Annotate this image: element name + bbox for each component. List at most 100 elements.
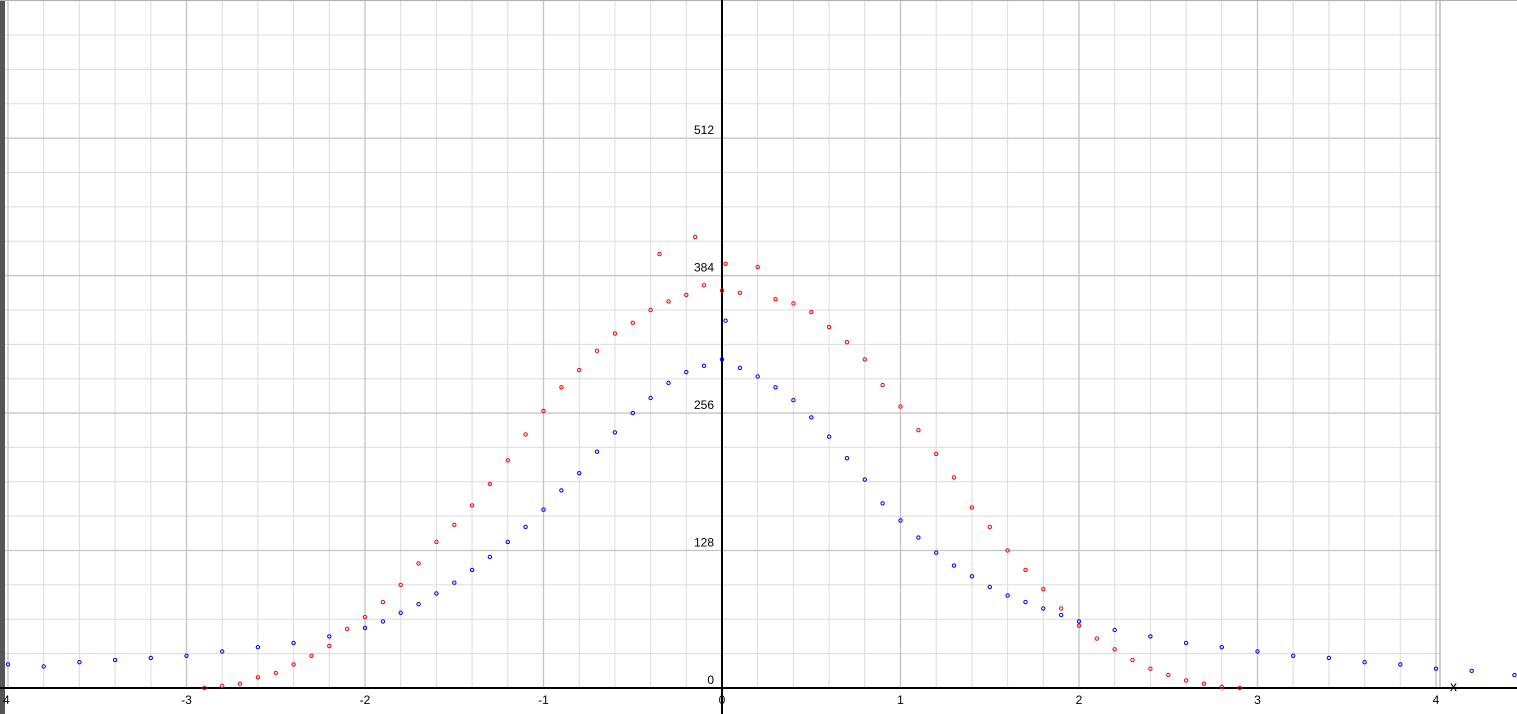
left-edge-bar	[0, 0, 5, 714]
x-axis-label: x	[1450, 678, 1457, 694]
data-point	[1076, 623, 1082, 628]
data-point	[684, 370, 689, 375]
data-point	[487, 554, 493, 560]
data-point	[880, 501, 885, 506]
data-point	[1469, 668, 1474, 673]
data-point	[844, 340, 850, 345]
data-point	[969, 574, 975, 579]
data-point	[755, 374, 760, 379]
x-tick-label: 2	[1076, 693, 1083, 707]
data-point	[148, 655, 154, 661]
data-point	[541, 408, 546, 414]
data-point	[987, 524, 992, 530]
data-point	[1041, 587, 1046, 592]
data-point	[1023, 567, 1028, 573]
data-point	[594, 348, 600, 353]
data-point	[434, 591, 439, 596]
data-point	[791, 301, 796, 306]
data-point	[701, 363, 707, 368]
data-point	[701, 283, 707, 288]
data-point	[1201, 681, 1207, 686]
data-point	[1183, 678, 1189, 683]
data-point	[1112, 647, 1117, 652]
data-point	[398, 610, 403, 615]
data-point	[862, 477, 867, 482]
data-point	[380, 599, 386, 605]
data-point	[1362, 660, 1367, 665]
data-point	[723, 318, 728, 323]
data-point	[612, 331, 618, 336]
data-point	[469, 567, 475, 573]
data-point	[1255, 649, 1260, 654]
y-tick-label: 512	[694, 123, 714, 137]
data-point	[541, 507, 546, 512]
data-point	[344, 626, 350, 632]
data-point	[826, 324, 832, 330]
data-point	[844, 456, 850, 461]
data-point	[1183, 640, 1189, 646]
y-tick-label: 384	[694, 261, 714, 275]
data-point	[1398, 662, 1403, 667]
data-point	[577, 471, 582, 476]
data-point	[434, 539, 439, 545]
data-point	[255, 675, 261, 680]
data-point	[559, 385, 564, 390]
data-point	[1130, 657, 1135, 663]
x-tick-label: -2	[360, 693, 371, 707]
tick-labels: 4 -3 -2 -1 0 1 2 3 4 0 128 256 384 512 x	[3, 123, 1457, 707]
x-tick-label: 0	[719, 693, 726, 707]
data-series	[5, 234, 1517, 691]
data-point	[1041, 606, 1046, 611]
data-point	[809, 415, 814, 420]
data-point	[719, 357, 725, 362]
data-point	[951, 475, 957, 480]
data-point	[327, 643, 332, 649]
data-point	[594, 449, 600, 454]
data-point	[309, 653, 314, 658]
data-point	[719, 288, 725, 293]
data-point	[220, 649, 225, 654]
x-tick-label: -3	[181, 693, 192, 707]
data-point	[1005, 593, 1010, 598]
data-point	[487, 481, 493, 487]
data-point	[773, 297, 778, 302]
data-point	[1148, 666, 1153, 671]
data-point	[1005, 548, 1010, 553]
data-point	[505, 458, 510, 463]
data-point	[416, 561, 421, 566]
data-point	[291, 662, 296, 667]
data-point	[220, 683, 225, 689]
data-point	[1291, 653, 1296, 658]
data-point	[291, 640, 296, 646]
data-point	[737, 365, 743, 371]
y-tick-label: 256	[694, 398, 714, 412]
data-point	[327, 634, 332, 639]
data-point	[987, 584, 992, 590]
data-point	[1166, 672, 1171, 678]
data-point	[1023, 599, 1028, 605]
data-point	[898, 518, 903, 523]
data-point	[469, 503, 475, 508]
data-point	[398, 582, 403, 588]
data-point	[737, 290, 743, 295]
data-point	[969, 505, 975, 510]
y-tick-label: 128	[694, 536, 714, 550]
data-point	[862, 357, 867, 362]
x-tick-label: -1	[538, 693, 549, 707]
data-point	[791, 398, 796, 403]
data-point	[237, 681, 243, 686]
data-point	[898, 404, 903, 409]
data-point	[184, 653, 189, 658]
data-point	[755, 264, 760, 270]
data-point	[523, 524, 528, 530]
x-tick-label: 3	[1254, 693, 1261, 707]
data-point	[693, 234, 698, 240]
data-point	[41, 664, 46, 669]
data-point	[1512, 672, 1517, 678]
data-point	[773, 385, 778, 390]
data-point	[577, 367, 582, 373]
data-point	[1219, 684, 1225, 690]
data-point	[1148, 634, 1153, 639]
